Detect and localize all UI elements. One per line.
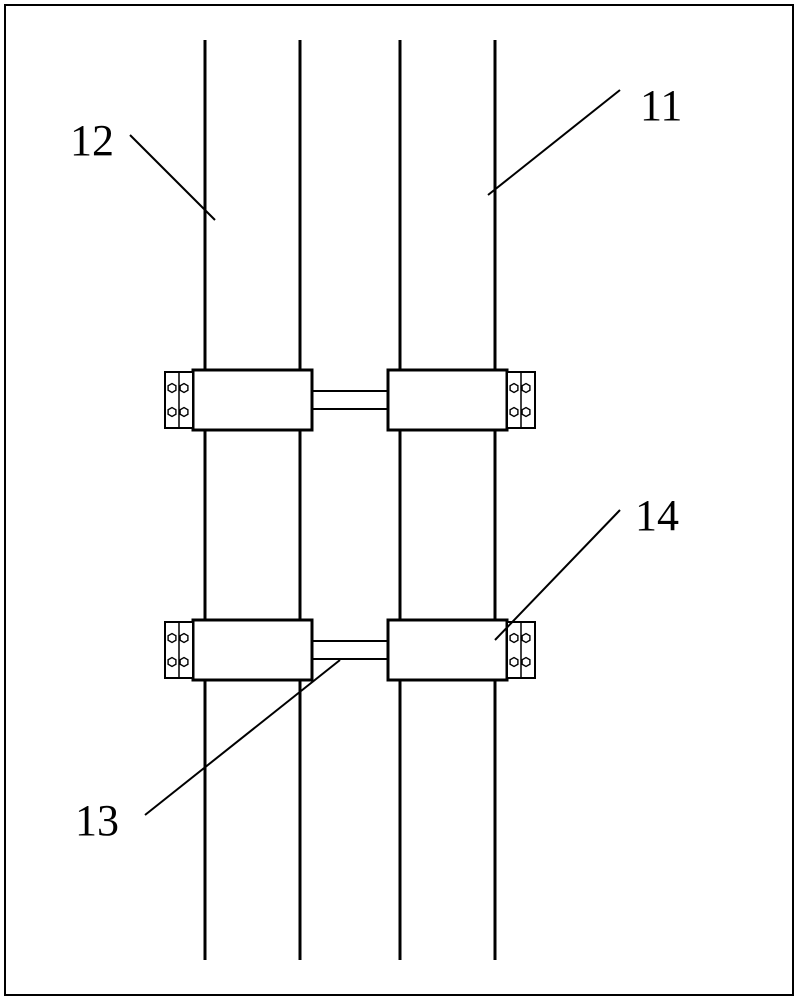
technical-diagram: 11 12 13 14 [0,0,798,1000]
clamp-body [193,620,312,680]
bolt-icon [168,408,176,417]
bolt-icon [510,408,518,417]
clamp-body [388,620,507,680]
bolt-icon [510,384,518,393]
bolt-icon [180,658,188,667]
clamp-body [193,370,312,430]
clamp-upper-right [388,370,535,430]
part-label-12: 12 [70,116,114,165]
column-right [400,40,495,960]
bolt-icon [510,634,518,643]
bolt-icon [168,634,176,643]
clamp-body [388,370,507,430]
bolt-icon [168,658,176,667]
bolt-icon [510,658,518,667]
bolt-icon [180,634,188,643]
bolt-icon [522,384,530,393]
clamp-upper-left [165,370,312,430]
column-left [205,40,300,960]
part-label-14: 14 [635,491,679,540]
clamp-lower-left [165,620,312,680]
bolt-icon [522,634,530,643]
bolt-icon [522,408,530,417]
part-label-11: 11 [640,81,682,130]
bolt-icon [180,408,188,417]
bolt-icon [522,658,530,667]
bolt-icon [168,384,176,393]
bolt-icon [180,384,188,393]
part-label-13: 13 [75,796,119,845]
clamp-lower-right [388,620,535,680]
